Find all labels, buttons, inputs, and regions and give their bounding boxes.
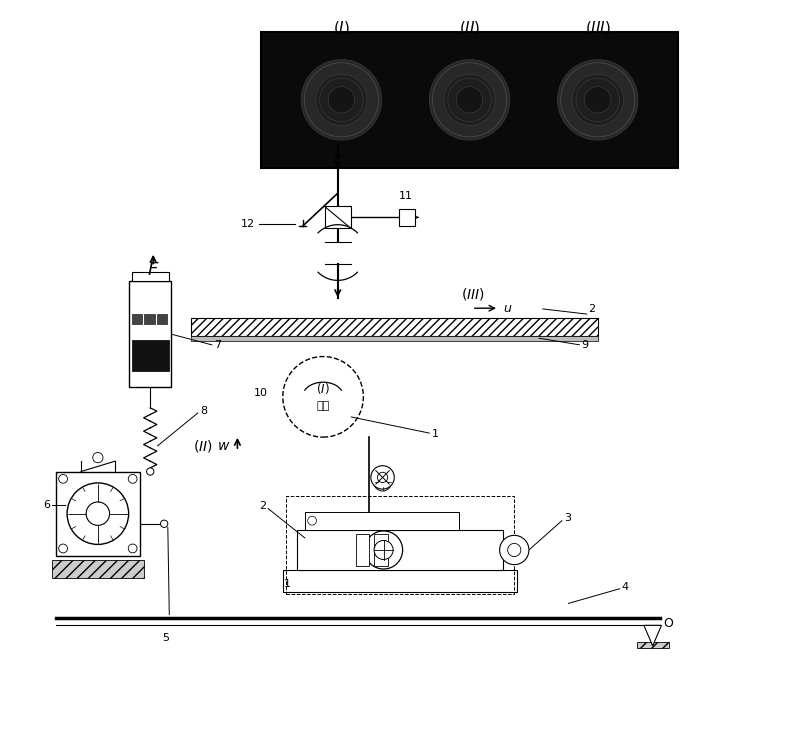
Bar [286, 497, 514, 594]
Circle shape [378, 472, 388, 483]
Bar [305, 511, 458, 530]
Bar [283, 570, 517, 593]
Circle shape [365, 531, 402, 569]
Text: $F$: $F$ [147, 261, 159, 279]
Text: $w$: $w$ [217, 439, 230, 453]
Bar [52, 560, 144, 578]
Bar [398, 209, 414, 226]
Bar [637, 642, 669, 648]
Circle shape [86, 502, 110, 525]
Bar [132, 340, 169, 371]
Circle shape [128, 544, 137, 553]
Text: 3: 3 [564, 514, 571, 523]
Text: 1: 1 [284, 579, 291, 589]
Text: $(I)$: $(I)$ [333, 19, 350, 38]
Text: 4: 4 [622, 582, 629, 593]
Text: 6: 6 [43, 500, 50, 510]
Circle shape [508, 543, 521, 556]
Circle shape [283, 356, 363, 437]
Polygon shape [644, 625, 662, 646]
Circle shape [558, 60, 638, 140]
Circle shape [374, 540, 393, 559]
Text: $(I)$: $(I)$ [316, 381, 330, 396]
Bar [325, 207, 351, 228]
Circle shape [93, 452, 103, 463]
Bar [132, 314, 142, 323]
Text: 2: 2 [588, 304, 595, 314]
Text: 12: 12 [241, 219, 255, 229]
Circle shape [500, 535, 529, 565]
Text: $(III)$: $(III)$ [462, 286, 485, 303]
Text: $u$: $u$ [502, 302, 512, 314]
Bar [191, 318, 598, 336]
Bar [191, 336, 598, 341]
Circle shape [328, 86, 354, 113]
Circle shape [572, 75, 623, 125]
Text: $(III)$: $(III)$ [585, 19, 610, 38]
Circle shape [161, 520, 168, 528]
Circle shape [371, 466, 394, 489]
Text: $(II)$: $(II)$ [459, 19, 480, 38]
Circle shape [67, 483, 129, 545]
Circle shape [444, 75, 495, 125]
Circle shape [585, 86, 611, 113]
Bar [157, 314, 167, 323]
Text: 9: 9 [582, 339, 589, 350]
Text: 10: 10 [254, 388, 268, 399]
Text: 1: 1 [431, 429, 438, 439]
Text: 5: 5 [162, 632, 169, 643]
Circle shape [128, 475, 137, 483]
Bar [56, 472, 140, 556]
Circle shape [301, 60, 382, 140]
Bar [374, 534, 387, 567]
Circle shape [58, 544, 67, 553]
Bar [298, 530, 502, 570]
Text: 2: 2 [259, 501, 266, 511]
Circle shape [308, 517, 317, 525]
Text: 钢球: 钢球 [317, 401, 330, 410]
Text: 11: 11 [399, 191, 413, 201]
Circle shape [374, 474, 391, 491]
Bar [356, 534, 370, 567]
Text: 7: 7 [214, 339, 221, 350]
Text: 8: 8 [200, 406, 207, 415]
Text: O: O [663, 618, 673, 630]
Circle shape [316, 75, 367, 125]
Bar [261, 32, 678, 168]
Circle shape [456, 86, 482, 113]
Bar [132, 272, 169, 281]
Circle shape [58, 475, 67, 483]
Circle shape [146, 468, 154, 475]
Text: $(II)$: $(II)$ [194, 438, 214, 454]
Bar [144, 314, 154, 323]
Bar [129, 281, 171, 387]
Circle shape [430, 60, 510, 140]
